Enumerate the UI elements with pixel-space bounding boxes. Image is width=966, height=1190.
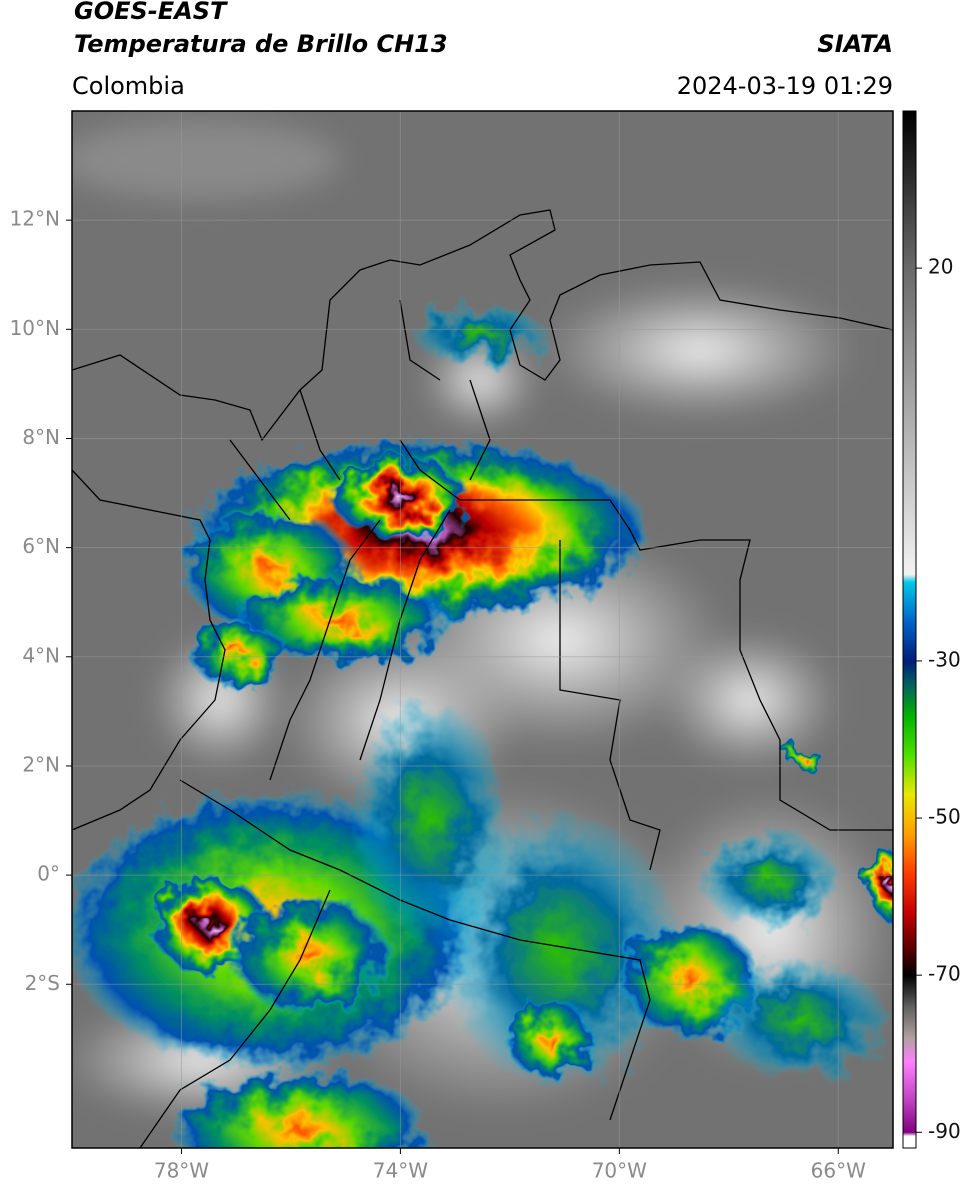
x-tick-label: 78°W (154, 1159, 209, 1183)
colorbar-tick-label: -30 (928, 647, 961, 671)
colorbar-tick-label: -50 (928, 805, 961, 829)
colorbar (902, 110, 917, 1149)
x-tick-label: 74°W (373, 1159, 428, 1183)
y-tick-label: 10°N (10, 316, 60, 340)
y-tick-label: 0° (37, 862, 60, 886)
datetime: 2024-03-19 01:29 (677, 72, 893, 100)
map-frame (71, 110, 894, 1149)
y-tick-label: 4°N (22, 643, 60, 667)
y-tick-label: 2°N (22, 752, 60, 776)
y-tick-label: 6°N (22, 534, 60, 558)
borders (72, 209, 893, 1148)
x-tick-label: 70°W (592, 1159, 647, 1183)
y-tick-label: 12°N (10, 207, 60, 231)
colorbar-tick-label: 20 (928, 255, 953, 279)
satellite-image (72, 111, 893, 1148)
y-tick-label: 2°S (25, 971, 60, 995)
y-tick-label: 8°N (22, 425, 60, 449)
subtitle: Temperatura de Brillo CH13 (74, 30, 448, 58)
source: SIATA (817, 30, 893, 58)
colorbar-tick-label: -90 (928, 1119, 961, 1143)
title: GOES-EAST (74, 0, 228, 25)
region: Colombia (72, 72, 185, 100)
x-tick-label: 66°W (811, 1159, 866, 1183)
colorbar-tick-label: -70 (928, 962, 961, 986)
